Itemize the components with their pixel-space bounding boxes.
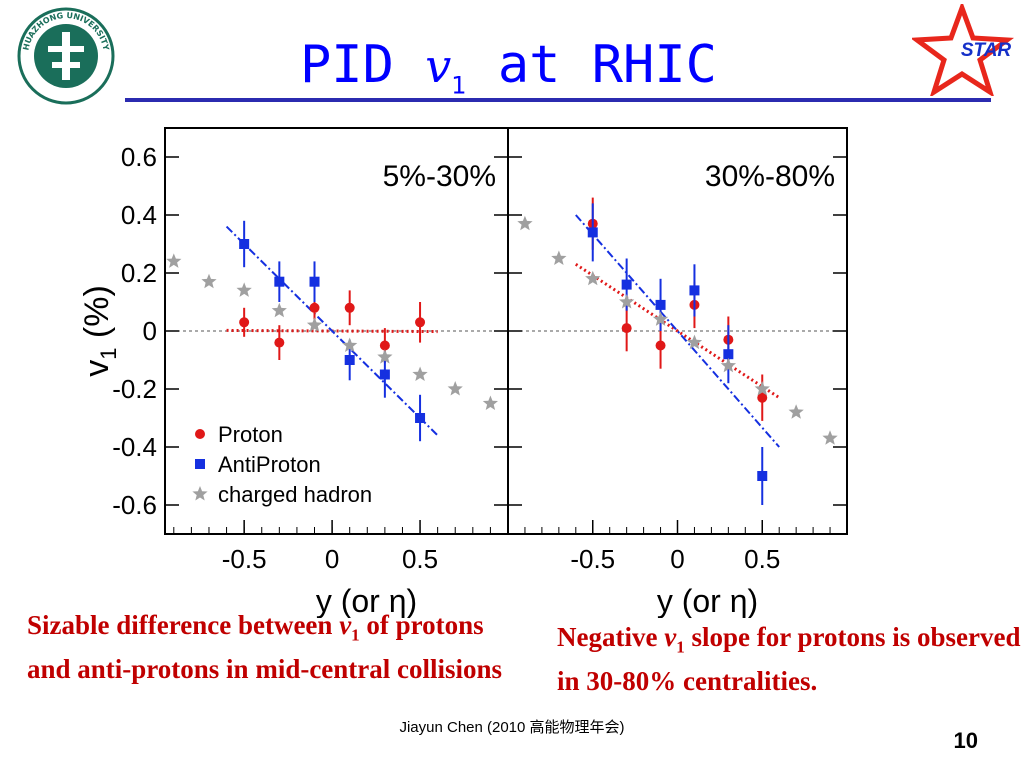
title-prefix: PID: [300, 35, 426, 95]
x-axis-label: y (or η): [316, 583, 417, 618]
y-axis-label: v1 (%): [78, 285, 121, 377]
panel-title: 30%-80%: [705, 160, 835, 193]
panel-2: [507, 127, 848, 535]
fit-line: [575, 214, 780, 448]
data-point: [689, 285, 700, 296]
star-logo: STAR: [912, 4, 1015, 96]
data-point: [822, 430, 838, 445]
data-point: [239, 239, 250, 249]
series-antiproton: [587, 203, 768, 505]
series-antiproton: [239, 220, 426, 442]
data-point: [415, 413, 426, 423]
data-point: [621, 323, 632, 334]
data-point: [344, 355, 355, 365]
title-underline: [125, 98, 991, 102]
data-point: [306, 317, 323, 332]
title-suffix: at RHIC: [466, 35, 717, 95]
data-point: [379, 340, 390, 351]
data-point: [379, 369, 390, 380]
data-point: [587, 227, 598, 238]
data-point: [201, 273, 217, 289]
panel-title: 5%-30%: [383, 160, 496, 193]
footer-author: Jiayun Chen (2010 高能物理年会): [399, 719, 625, 736]
x-tick-label: 0.5: [402, 544, 438, 574]
data-point: [415, 317, 426, 328]
data-point: [754, 381, 770, 396]
legend-marker: [192, 486, 208, 501]
page-number: 10: [953, 728, 978, 753]
data-point: [377, 349, 393, 364]
data-point: [271, 302, 287, 318]
data-point: [517, 215, 533, 231]
data-point: [686, 334, 703, 350]
y-tick-label: -0.4: [112, 432, 157, 462]
x-tick-label: -0.5: [222, 544, 267, 574]
data-point: [655, 340, 666, 351]
data-point: [166, 253, 182, 268]
legend-label: AntiProton: [218, 452, 321, 477]
title-subscript: 1: [451, 71, 467, 100]
data-point: [309, 302, 320, 313]
data-point: [720, 357, 736, 373]
x-tick-label: 0.5: [744, 544, 780, 574]
caption-right: Negative v1 slope for protons is observe…: [557, 622, 1021, 697]
data-point: [344, 302, 355, 313]
data-point: [342, 337, 358, 352]
data-point: [652, 311, 669, 326]
data-point: [723, 349, 734, 360]
data-point: [788, 404, 804, 419]
x-tick-label: -0.5: [570, 544, 615, 574]
data-point: [274, 337, 285, 348]
caption-left: Sizable difference between v1 of protons…: [27, 610, 503, 685]
legend-marker: [195, 459, 205, 469]
data-point: [309, 276, 320, 287]
data-point: [274, 276, 285, 287]
x-tick-label: 0: [670, 544, 684, 574]
data-point: [757, 392, 768, 403]
university-logo: HUAZHONG UNIVERSITY: [17, 7, 115, 105]
star-logo-text: STAR: [961, 40, 1012, 61]
data-point: [239, 317, 250, 328]
v1-chart: -0.5 0 0.5 0.6 0.4 0.2 0 -0.2 -0.4 -0.6 y (or η) 5%…: [78, 127, 848, 618]
title-variable: v: [425, 39, 452, 93]
data-point: [757, 471, 768, 481]
y-tick-label: 0.2: [121, 258, 157, 288]
fit-line: [225, 225, 439, 437]
series-charged-hadron: [517, 215, 838, 445]
y-tick-label: 0.4: [121, 200, 157, 230]
legend-label: charged hadron: [218, 482, 372, 507]
y-tick-label: 0.6: [121, 142, 157, 172]
panel-1: [164, 127, 509, 535]
data-point: [447, 381, 463, 396]
data-point: [585, 270, 601, 286]
x-axis-label: y (or η): [657, 583, 758, 618]
y-tick-label: -0.2: [112, 374, 157, 404]
x-tick-label: 0: [325, 544, 339, 574]
legend-marker: [195, 429, 205, 439]
y-tick-label: 0: [143, 316, 157, 346]
data-point: [621, 279, 632, 290]
data-point: [619, 294, 635, 309]
y-tick-label: -0.6: [112, 490, 157, 520]
data-point: [551, 250, 567, 265]
data-point: [236, 282, 252, 297]
data-point: [655, 299, 666, 310]
slide-title: PID v1 at RHIC: [300, 30, 717, 100]
data-point: [412, 366, 428, 381]
legend-label: Proton: [218, 422, 283, 447]
fit-line: [574, 263, 781, 399]
series-charged-hadron: [166, 253, 498, 410]
series-proton: [239, 290, 426, 363]
data-point: [482, 395, 498, 410]
series-proton: [587, 197, 768, 421]
